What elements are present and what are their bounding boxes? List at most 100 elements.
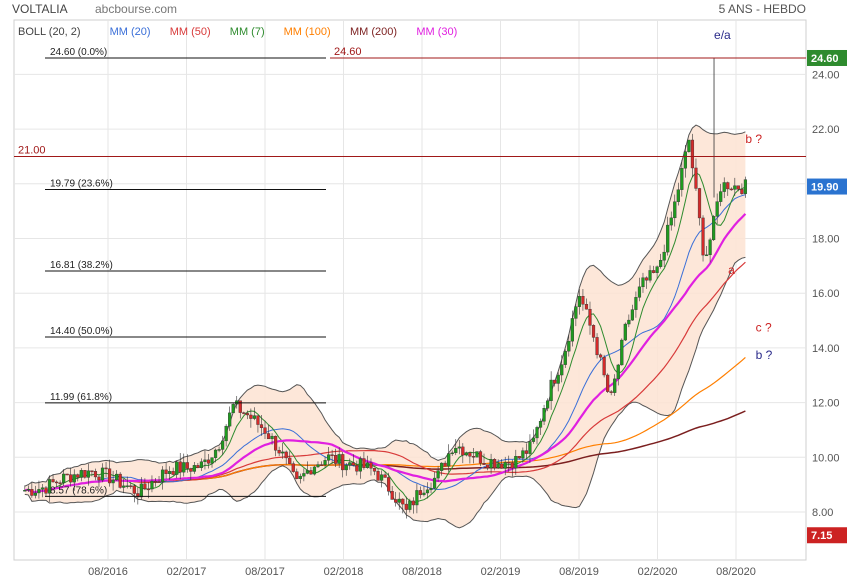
legend-item: MM (20)	[110, 26, 151, 38]
candle-body	[292, 464, 295, 472]
candle-body	[189, 469, 192, 472]
candle-body	[214, 450, 217, 458]
candle-body	[179, 462, 182, 472]
candle-body	[52, 479, 55, 482]
candle-body	[645, 278, 648, 280]
candle-body	[493, 459, 496, 468]
candle-body	[158, 481, 161, 482]
candle-body	[507, 462, 510, 463]
candle-body	[539, 421, 542, 427]
candle-body	[249, 415, 252, 419]
candle-body	[702, 218, 705, 255]
candle-body	[408, 501, 411, 510]
candle-body	[649, 270, 652, 280]
candle-body	[143, 484, 146, 489]
candle-body	[567, 341, 570, 351]
candle-body	[737, 186, 740, 190]
y-tick-label: 8.00	[812, 507, 833, 519]
candle-body	[684, 152, 687, 168]
candle-body	[744, 180, 747, 194]
candle-body	[218, 449, 221, 450]
candle-body	[582, 296, 585, 304]
y-tick-label: 18.00	[812, 234, 840, 246]
candle-body	[589, 309, 592, 325]
x-tick-label: 02/2018	[324, 566, 364, 578]
candle-body	[613, 379, 616, 393]
candle-body	[345, 465, 348, 470]
candle-body	[740, 189, 743, 193]
candle-body	[83, 470, 86, 477]
candle-body	[659, 260, 662, 267]
candle-body	[264, 428, 267, 434]
candle-body	[161, 470, 164, 482]
candle-body	[331, 455, 334, 456]
candle-body	[348, 463, 351, 466]
instrument-name: VOLTALIA	[12, 2, 68, 16]
candle-body	[341, 454, 344, 470]
candle-body	[126, 486, 129, 487]
candle-body	[306, 470, 309, 473]
candle-body	[363, 459, 366, 468]
candle-body	[274, 436, 277, 450]
candle-body	[560, 365, 563, 375]
x-tick-label: 02/2017	[167, 566, 207, 578]
candle-body	[571, 318, 574, 341]
candle-body	[105, 468, 108, 469]
candle-body	[271, 436, 274, 439]
candle-body	[257, 416, 260, 425]
candle-body	[599, 355, 602, 357]
candle-body	[370, 463, 373, 469]
candle-body	[550, 380, 553, 401]
candle-body	[656, 267, 659, 273]
candle-body	[373, 468, 376, 471]
candle-body	[338, 454, 341, 463]
candle-body	[447, 454, 450, 467]
candle-body	[543, 408, 546, 421]
candle-body	[504, 462, 507, 468]
legend-item: MM (200)	[350, 26, 397, 38]
candle-body	[465, 453, 468, 456]
candle-body	[525, 451, 528, 454]
candle-body	[532, 438, 535, 442]
candle-body	[168, 471, 171, 473]
candle-body	[391, 491, 394, 499]
fib-label: 14.40 (50.0%)	[50, 326, 113, 337]
candle-body	[719, 192, 722, 202]
price-tag-value: 24.60	[811, 53, 839, 65]
candle-body	[415, 490, 418, 505]
candle-body	[688, 140, 691, 152]
candle-body	[45, 488, 48, 494]
candle-body	[112, 480, 115, 483]
candle-body	[606, 375, 609, 392]
candle-body	[709, 240, 712, 255]
x-tick-label: 08/2020	[716, 566, 756, 578]
candle-body	[172, 471, 175, 474]
candle-body	[730, 189, 733, 190]
candle-body	[55, 482, 58, 483]
candle-body	[514, 456, 517, 468]
candle-body	[267, 433, 270, 438]
candle-body	[596, 337, 599, 354]
candle-body	[62, 474, 65, 483]
candle-body	[412, 501, 415, 505]
candle-body	[468, 453, 471, 457]
candle-body	[211, 458, 214, 464]
candle-body	[27, 489, 30, 490]
candle-body	[281, 452, 284, 453]
x-tick-label: 02/2019	[481, 566, 521, 578]
candle-body	[310, 470, 313, 474]
candle-body	[564, 351, 567, 364]
candle-body	[631, 310, 634, 320]
annotation-label: c ?	[756, 320, 772, 334]
candle-body	[627, 320, 630, 324]
x-tick-label: 08/2016	[88, 566, 128, 578]
period-label: 5 ANS - HEBDO	[719, 2, 806, 16]
level-label: 21.00	[18, 144, 46, 156]
candle-body	[398, 499, 401, 502]
candle-body	[458, 447, 461, 448]
candle-body	[366, 463, 369, 468]
candle-body	[677, 190, 680, 202]
legend-item: MM (30)	[416, 26, 457, 38]
